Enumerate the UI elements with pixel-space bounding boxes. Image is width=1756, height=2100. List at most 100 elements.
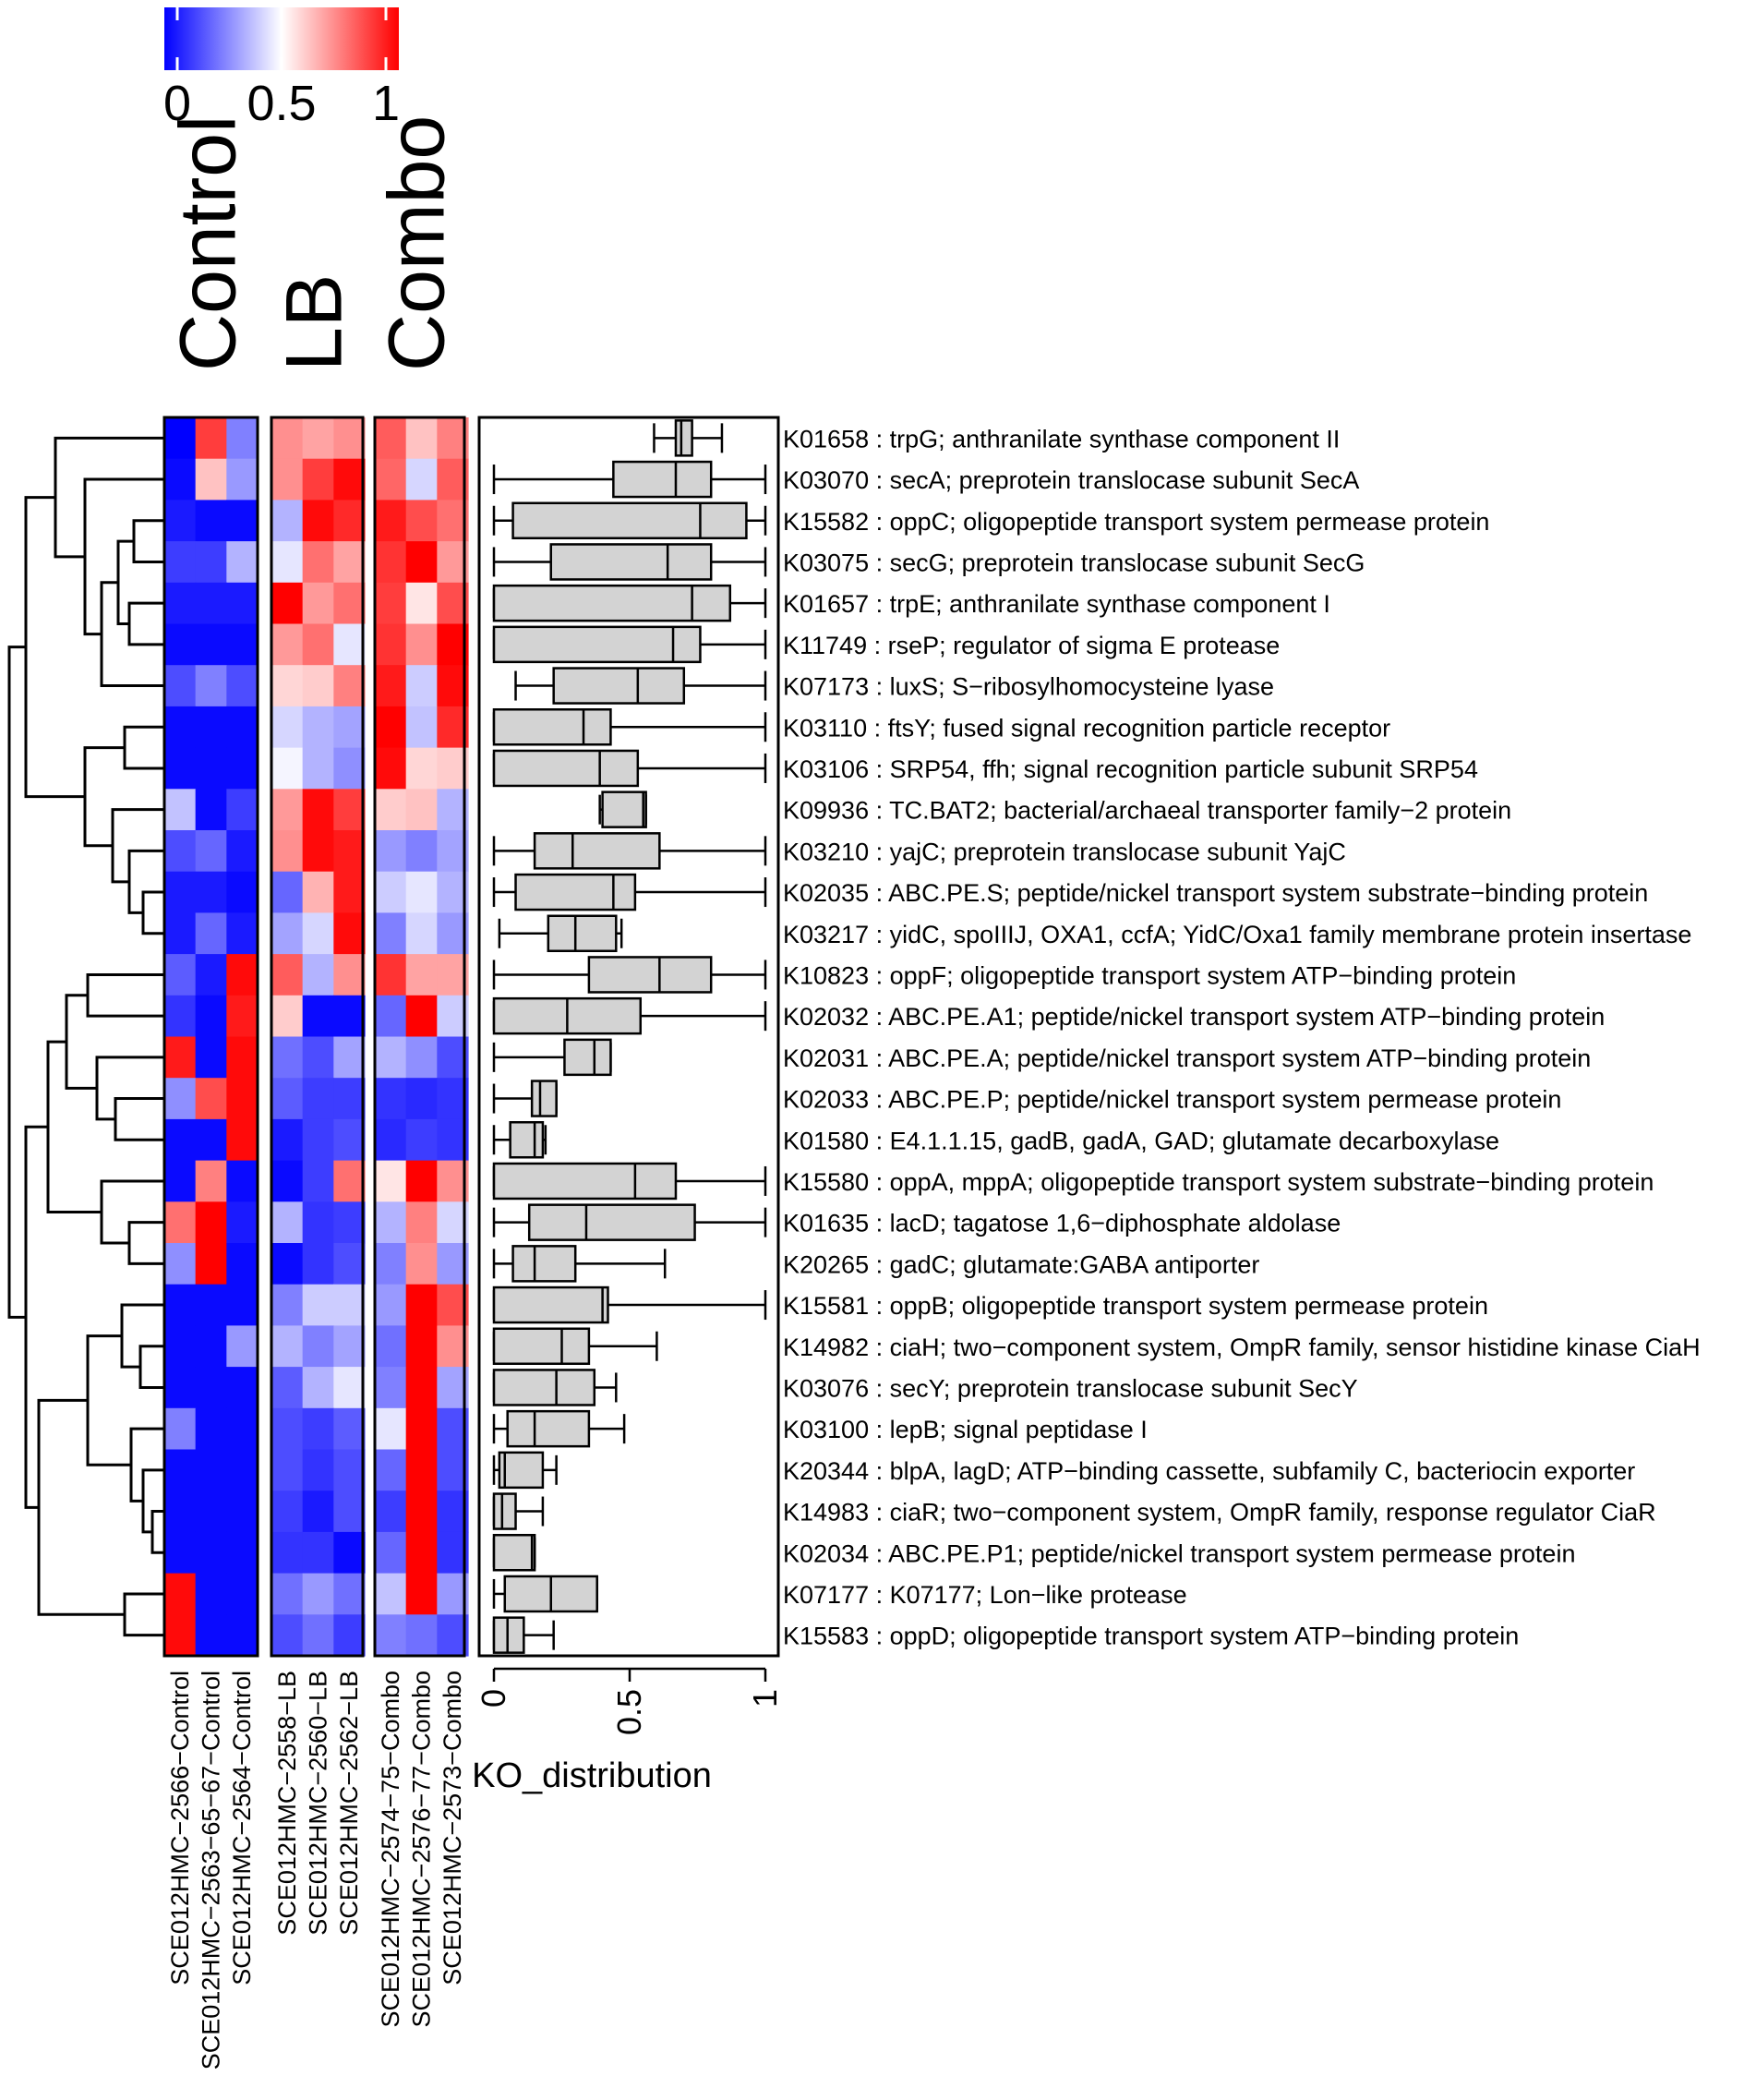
color-scale-tick-label: 0.5 [247, 76, 316, 131]
boxplot-row [492, 1369, 618, 1406]
boxplot-row [492, 1245, 667, 1283]
heatmap-cell [164, 500, 197, 542]
heatmap-cell [302, 1449, 334, 1491]
boxplot-row [514, 667, 767, 705]
row-label: K10823 : oppF; oligopeptide transport sy… [783, 961, 1516, 989]
boxplot-row [492, 1038, 612, 1077]
heatmap-cell [271, 912, 304, 955]
boxplot-box [587, 956, 713, 994]
heatmap-cell [226, 1284, 259, 1326]
heatmap-panel-frame-lb [270, 416, 365, 1658]
heatmap-cell [333, 1243, 366, 1285]
heatmap-cell [375, 1449, 407, 1491]
heatmap-cell [405, 582, 438, 625]
heatmap-cell [375, 1036, 407, 1079]
heatmap-cell [375, 1201, 407, 1244]
heatmap-cell [375, 417, 407, 460]
heatmap-cell [271, 458, 304, 501]
heatmap-cell [226, 500, 259, 542]
column-label: SCE012HMC−2560−LB [305, 1671, 332, 1936]
heatmap-cell [375, 458, 407, 501]
heatmap-cell [405, 458, 438, 501]
heatmap-cell [271, 954, 304, 996]
heatmap-cell [164, 458, 197, 501]
heatmap-cell [226, 417, 259, 460]
row-label: K03110 : ftsY; fused signal recognition … [783, 714, 1390, 742]
boxplot-row [498, 914, 623, 952]
heatmap-cell [405, 789, 438, 831]
heatmap-cell [302, 541, 334, 584]
heatmap-cell [226, 1407, 259, 1451]
row-label: K02035 : ABC.PE.S; peptide/nickel transp… [783, 879, 1648, 907]
row-dendrogram [7, 436, 164, 1637]
dendrogram-branches [7, 436, 164, 1637]
heatmap-cell [164, 954, 197, 996]
heatmap-cell [226, 1160, 259, 1202]
row-label: K01658 : trpG; anthranilate synthase com… [783, 425, 1340, 453]
boxplot-box [511, 1245, 577, 1283]
heatmap-cell [195, 1407, 227, 1451]
heatmap-cell [302, 500, 334, 542]
heatmap-cell [333, 871, 366, 913]
heatmap-cell [164, 1531, 197, 1575]
heatmap-cell [226, 912, 259, 955]
row-label: K02032 : ABC.PE.A1; peptide/nickel trans… [783, 1003, 1605, 1031]
heatmap-cell [271, 1036, 304, 1079]
boxplot-box [547, 914, 618, 952]
heatmap-cell [333, 954, 366, 996]
heatmap-cell [164, 1407, 197, 1451]
heatmap-cell [302, 830, 334, 873]
heatmap-cell [333, 665, 366, 707]
color-scale-tick-label: 1 [372, 76, 400, 131]
heatmap-cell [195, 665, 227, 707]
row-label: K02033 : ABC.PE.P; peptide/nickel transp… [783, 1086, 1561, 1114]
boxplot-box [514, 873, 637, 911]
boxplot-x-tick-label: 0.5 [610, 1689, 648, 1735]
heatmap-cell [195, 1531, 227, 1575]
heatmap-cell [375, 747, 407, 790]
row-label: K15582 : oppC; oligopeptide transport sy… [783, 508, 1489, 536]
boxplot-box [492, 1534, 536, 1572]
heatmap-cell [271, 747, 304, 790]
heatmap-cell [195, 912, 227, 955]
boxplot-frame [477, 416, 780, 1658]
heatmap-cell [405, 1201, 438, 1244]
heatmap-cell [164, 1367, 197, 1409]
heatmap-cell [302, 665, 334, 707]
row-label: K20265 : gadC; glutamate:GABA antiporter [783, 1250, 1259, 1278]
heatmap-cell [302, 1614, 334, 1657]
heatmap-cell [195, 1325, 227, 1368]
row-label: K03210 : yajC; preprotein translocase su… [783, 838, 1346, 865]
heatmap-cell [333, 1614, 366, 1657]
heatmap-cell [302, 995, 334, 1038]
heatmap-cell [164, 1078, 197, 1120]
heatmap-cell [405, 954, 438, 996]
heatmap-cell [302, 1491, 334, 1533]
boxplot-row [492, 1616, 555, 1654]
heatmap-cell [226, 1531, 259, 1575]
heatmap-cell [333, 1078, 366, 1120]
boxplot-box [492, 708, 612, 746]
heatmap-cell [375, 1160, 407, 1202]
heatmap-cell [271, 1491, 304, 1533]
boxplot-box [498, 1451, 545, 1490]
heatmap-cell [226, 1243, 259, 1285]
heatmap-cell [333, 1118, 366, 1162]
heatmap-cell [164, 665, 197, 707]
boxplot-row [492, 1080, 558, 1117]
row-label: K03100 : lepB; signal peptidase I [783, 1416, 1148, 1443]
heatmap-cell [271, 995, 304, 1038]
row-labels: K01658 : trpG; anthranilate synthase com… [783, 425, 1701, 1649]
boxplot-row [492, 1162, 767, 1201]
boxplot-row [492, 1121, 547, 1159]
heatmap-cell [405, 706, 438, 749]
heatmap-cell [195, 458, 227, 501]
heatmap-cell [271, 706, 304, 749]
row-label: K07177 : K07177; Lon−like protease [783, 1581, 1187, 1609]
heatmap-cell [375, 1573, 407, 1615]
boxplot-row [492, 543, 767, 581]
heatmap-cell [333, 912, 366, 955]
heatmap-cell [271, 1367, 304, 1409]
boxplot-box [492, 1327, 591, 1365]
heatmap-cell [164, 1449, 197, 1491]
